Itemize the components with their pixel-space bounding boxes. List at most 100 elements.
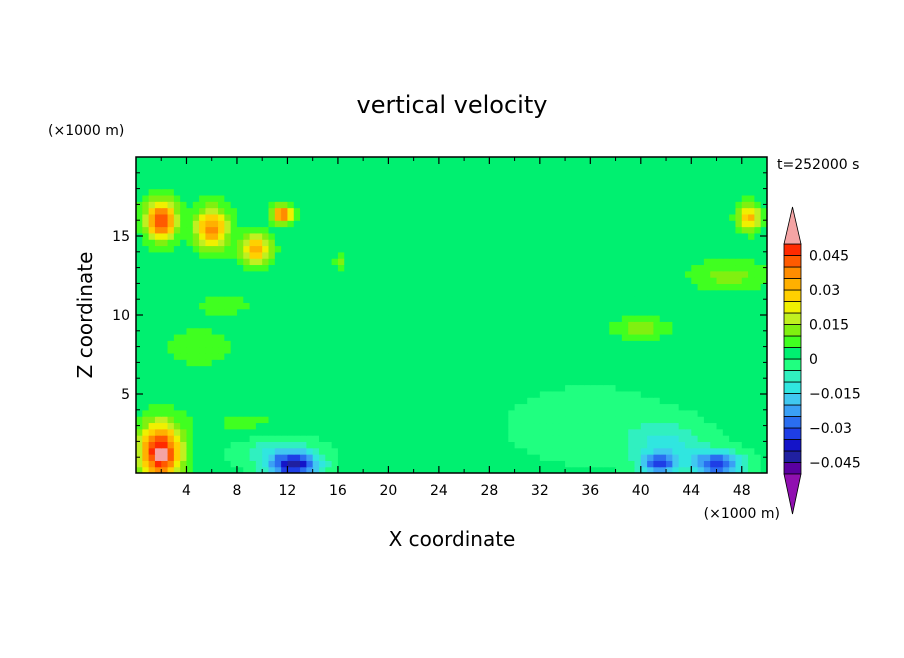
heatmap-cell (394, 466, 402, 473)
heatmap-cell (590, 169, 598, 177)
heatmap-cell (224, 258, 232, 266)
heatmap-cell (230, 460, 238, 468)
heatmap-cell (729, 264, 737, 272)
heatmap-cell (691, 245, 699, 253)
heatmap-cell (514, 207, 522, 215)
heatmap-cell (552, 403, 560, 411)
heatmap-cell (287, 321, 295, 329)
heatmap-cell (565, 169, 572, 177)
heatmap-cell (186, 390, 194, 398)
heatmap-cell (678, 226, 686, 234)
heatmap-cell (722, 264, 730, 272)
heatmap-cell (224, 277, 232, 284)
heatmap-cell (666, 365, 673, 373)
heatmap-cell (684, 371, 692, 379)
heatmap-cell (407, 251, 415, 259)
heatmap-cell (438, 416, 446, 424)
heatmap-cell (445, 289, 453, 297)
heatmap-cell (741, 321, 749, 329)
heatmap-cell (533, 346, 541, 354)
heatmap-cell (716, 308, 724, 316)
heatmap-cell (596, 302, 604, 310)
heatmap-cell (394, 207, 402, 215)
heatmap-cell (325, 333, 333, 341)
heatmap-cell (186, 251, 194, 259)
heatmap-cell (615, 220, 623, 228)
heatmap-cell (615, 403, 623, 411)
heatmap-cell (161, 251, 169, 259)
heatmap-cell (684, 321, 692, 329)
heatmap-cell (224, 182, 232, 190)
heatmap-cell (243, 416, 251, 424)
heatmap-cell (451, 207, 459, 215)
heatmap-cell (501, 226, 509, 234)
heatmap-cell (337, 157, 345, 164)
heatmap-cell (413, 409, 421, 417)
heatmap-cell (268, 245, 276, 253)
heatmap-cell (697, 201, 705, 209)
heatmap-cell (520, 365, 528, 373)
heatmap-cell (218, 397, 225, 405)
heatmap-cell (413, 182, 421, 190)
heatmap-cell (363, 371, 371, 379)
heatmap-cell (653, 232, 661, 240)
heatmap-cell (199, 346, 207, 354)
heatmap-cell (565, 182, 572, 190)
heatmap-cell (148, 201, 156, 209)
heatmap-cell (350, 220, 358, 228)
heatmap-cell (186, 371, 194, 379)
heatmap-cell (173, 333, 181, 341)
heatmap-cell (375, 378, 383, 386)
heatmap-cell (647, 302, 655, 310)
heatmap-cell (729, 441, 737, 449)
heatmap-cell (678, 169, 686, 177)
heatmap-cell (192, 315, 200, 322)
heatmap-cell (741, 245, 749, 253)
heatmap-cell (136, 182, 143, 190)
heatmap-cell (527, 441, 535, 449)
heatmap-cell (180, 194, 188, 202)
heatmap-cell (167, 220, 175, 228)
heatmap-cell (325, 157, 333, 164)
heatmap-cell (293, 454, 301, 461)
heatmap-cell (520, 441, 528, 449)
heatmap-cell (495, 296, 503, 303)
heatmap-cell (154, 296, 162, 303)
heatmap-cell (154, 378, 162, 386)
heatmap-cell (722, 258, 730, 266)
heatmap-cell (167, 182, 175, 190)
heatmap-cell (325, 308, 333, 316)
heatmap-cell (596, 277, 604, 284)
heatmap-cell (161, 346, 169, 354)
heatmap-cell (432, 428, 440, 436)
heatmap-cell (236, 454, 244, 461)
heatmap-cell (514, 213, 522, 221)
heatmap-cell (703, 264, 711, 272)
heatmap-cell (388, 163, 396, 171)
heatmap-cell (331, 201, 339, 209)
heatmap-cell (243, 454, 251, 461)
heatmap-cell (224, 403, 232, 411)
heatmap-cell (697, 340, 705, 348)
heatmap-cell (760, 365, 767, 373)
heatmap-cell (413, 447, 421, 455)
heatmap-cell (438, 239, 446, 247)
heatmap-cell (407, 428, 415, 436)
heatmap-cell (306, 258, 314, 266)
heatmap-cell (539, 220, 547, 228)
heatmap-cell (438, 403, 446, 411)
heatmap-cell (653, 327, 661, 335)
heatmap-cell (476, 226, 484, 234)
heatmap-cell (628, 333, 636, 341)
heatmap-cell (407, 226, 415, 234)
heatmap-cell (268, 321, 276, 329)
heatmap-cell (666, 182, 673, 190)
heatmap-cell (205, 232, 213, 240)
heatmap-cell (703, 157, 711, 164)
heatmap-cell (167, 163, 175, 171)
heatmap-cell (199, 321, 207, 329)
heatmap-cell (527, 359, 535, 367)
heatmap-cell (508, 359, 516, 367)
heatmap-cell (483, 226, 490, 234)
